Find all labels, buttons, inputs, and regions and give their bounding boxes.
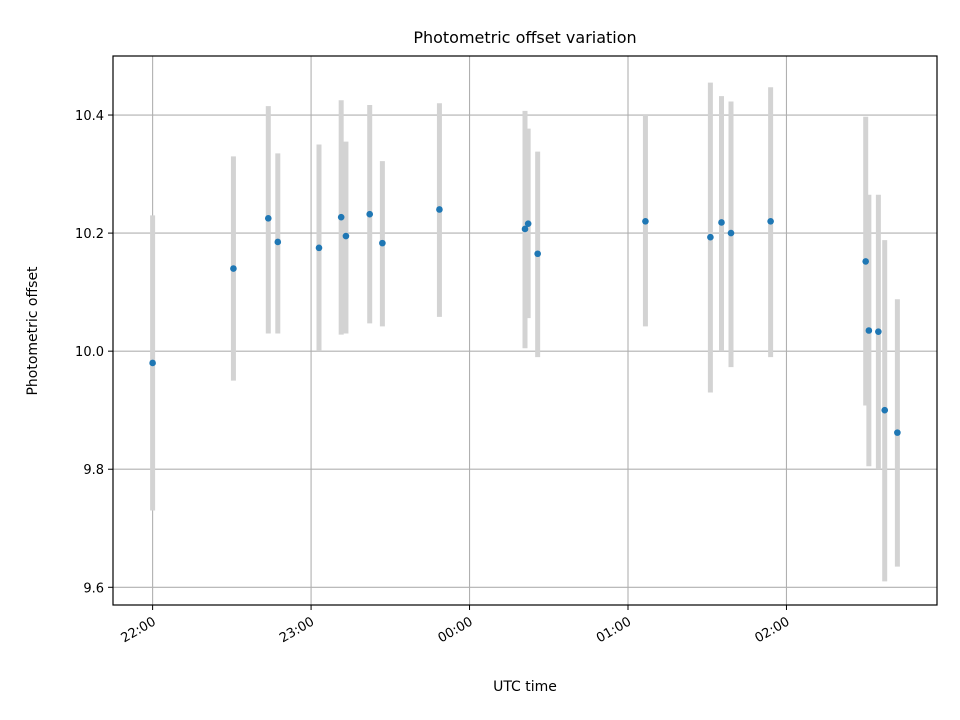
y-tick-label: 10.2 — [75, 227, 104, 242]
data-point — [767, 217, 774, 225]
data-point — [642, 217, 649, 225]
data-point — [894, 429, 901, 436]
data-point — [149, 359, 156, 367]
data-points — [149, 206, 901, 436]
data-point — [521, 225, 529, 233]
data-point — [718, 219, 725, 226]
data-point — [366, 210, 374, 218]
data-point — [707, 233, 714, 241]
data-point — [342, 232, 350, 240]
y-tick-label: 9.8 — [83, 463, 104, 478]
y-tick-label: 10.4 — [75, 109, 104, 124]
y-axis-ticks: 9.6 9.8 10.0 10.2 10.4 — [75, 109, 113, 596]
data-point — [875, 328, 882, 335]
data-point — [337, 213, 345, 221]
data-point — [264, 215, 272, 222]
x-axis-label: UTC time — [493, 679, 557, 695]
data-point — [315, 244, 323, 252]
data-point — [230, 265, 237, 272]
data-point — [379, 239, 386, 247]
data-point — [881, 406, 889, 414]
plot-frame — [112, 55, 938, 606]
y-tick-label: 9.6 — [83, 581, 104, 596]
data-point — [436, 206, 443, 213]
data-point — [274, 238, 282, 246]
data-point — [727, 229, 735, 237]
data-point — [524, 220, 532, 227]
y-tick-label: 10.0 — [75, 345, 104, 360]
data-point — [862, 258, 869, 265]
y-axis-label: Photometric offset — [25, 266, 41, 396]
data-point — [534, 250, 541, 258]
chart-title: Photometric offset variation — [413, 28, 636, 47]
data-point — [865, 327, 873, 334]
